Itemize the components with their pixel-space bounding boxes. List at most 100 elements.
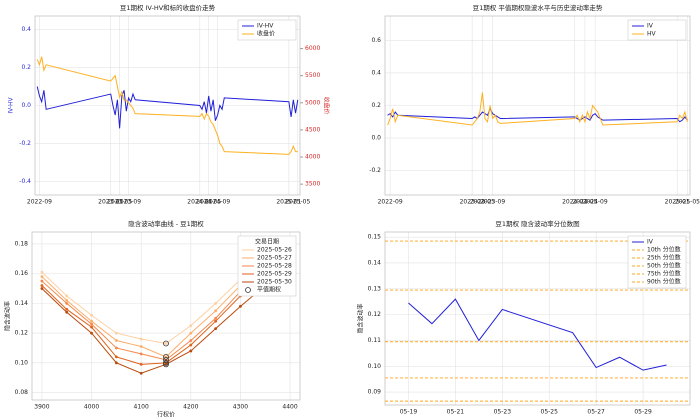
x-tick-label: 2022-09: [27, 199, 52, 206]
chart-title: 豆1期权 隐含波动率分位数图: [495, 219, 579, 228]
y-tick-label: 0.08: [15, 389, 29, 396]
point: [139, 371, 143, 375]
point: [65, 298, 69, 302]
x-tick-label: 2024-09: [583, 199, 608, 206]
x-tick-label: 05-23: [494, 409, 512, 416]
x-tick-label: 2025-01: [665, 199, 690, 206]
legend-swatch: [245, 287, 251, 293]
point: [90, 325, 93, 329]
atm-point: [163, 359, 169, 366]
y-tick-label: 0.10: [368, 363, 382, 370]
point: [114, 346, 118, 350]
y-tick-label: -0.4: [19, 178, 31, 185]
series-line: [387, 107, 688, 123]
legend-label: 10th 分位数: [647, 246, 681, 254]
y-tick-label: -0.2: [369, 167, 381, 174]
x-tick-label: 4200: [183, 404, 198, 411]
y2-tick-label: 3500: [305, 181, 320, 188]
y-tick-label: 0.18: [15, 240, 29, 247]
atm-point: [163, 356, 169, 363]
point: [40, 287, 44, 290]
series-line: [408, 298, 667, 371]
y-tick-label: 0.13: [368, 285, 382, 292]
point: [114, 361, 118, 365]
y-tick-label: 0.0: [21, 102, 31, 109]
point: [40, 279, 44, 283]
legend-label: IV-HV: [257, 23, 274, 30]
x-tick-label: 2025-01: [276, 199, 301, 206]
legend-label: 收盘价: [257, 30, 275, 38]
point: [239, 304, 242, 308]
legend-label: IV: [647, 239, 654, 246]
plot-frame: [34, 15, 301, 196]
legend-box: [237, 19, 297, 41]
point: [214, 316, 218, 320]
x-tick-label: 2023-01: [460, 199, 485, 206]
legend-box: [627, 235, 687, 289]
y-tick-label: 0.4: [371, 69, 381, 76]
atm-point: [163, 361, 169, 368]
x-tick-label: 2023-05: [107, 199, 132, 206]
y-tick-label: 0.10: [15, 359, 29, 366]
point: [189, 339, 193, 342]
x-tick-label: 2023-05: [470, 199, 495, 206]
legend-box: [627, 19, 687, 41]
legend-label: 25th 分位数: [647, 254, 681, 262]
point: [214, 301, 218, 305]
x-tick-label: 2023-09: [480, 199, 505, 206]
point: [114, 331, 118, 335]
y2-tick-label: 4000: [305, 154, 320, 161]
point: [189, 331, 193, 335]
y-tick-label: 0.14: [15, 300, 29, 307]
x-tick-label: 2024-05: [572, 199, 597, 206]
series-line: [36, 86, 299, 129]
point: [139, 345, 143, 348]
y-tick-label: 0.6: [371, 37, 381, 44]
y2-tick-label: 6000: [305, 45, 320, 52]
x-tick-label: 2025-05: [285, 199, 310, 206]
point: [65, 301, 69, 305]
legend-label: 2025-05-28: [257, 263, 292, 270]
point: [139, 352, 143, 356]
y-tick-label: 0.12: [15, 330, 29, 337]
point: [164, 342, 168, 345]
x-tick-label: 2024-05: [196, 199, 221, 206]
point: [65, 310, 69, 314]
point: [40, 275, 44, 279]
legend-label: 2025-05-26: [257, 247, 292, 254]
legend-label: IV: [647, 23, 654, 30]
x-tick-label: 05-21: [447, 409, 465, 416]
series-line: [36, 56, 298, 155]
y2-tick-label: 4500: [305, 126, 320, 133]
point: [139, 362, 143, 366]
x-tick-label: 2022-09: [378, 199, 403, 206]
x-tick-label: 05-19: [400, 409, 418, 416]
y-tick-label: 0.2: [21, 64, 31, 71]
x-tick-label: 4300: [233, 404, 248, 411]
point: [214, 327, 218, 331]
chart-title: 隐含波动率曲线 - 豆1期权: [128, 219, 204, 228]
y-tick-label: 0.09: [368, 389, 382, 396]
legend-label: 75th 分位数: [647, 270, 681, 278]
legend-label: 2025-05-29: [257, 271, 292, 278]
x-tick-label: 2025-05: [675, 199, 700, 206]
x-axis-label: 行权价: [157, 411, 175, 419]
series-line: [387, 92, 688, 126]
legend-label: HV: [647, 31, 657, 38]
point: [40, 270, 44, 274]
y-tick-label: 0.12: [368, 311, 382, 318]
point: [189, 349, 193, 353]
atm-point: [163, 353, 169, 360]
x-tick-label: 4400: [282, 404, 297, 411]
atm-point: [163, 340, 169, 347]
plot-frame: [384, 231, 691, 406]
y-tick-label: 0.2: [371, 102, 381, 109]
legend-label: 2025-05-27: [257, 255, 292, 262]
point: [90, 331, 93, 335]
legend-label: 50th 分位数: [647, 262, 681, 270]
point: [214, 319, 218, 323]
point: [114, 339, 118, 342]
legend-label: 90th 分位数: [647, 278, 681, 286]
x-tick-label: 2024-01: [187, 199, 212, 206]
